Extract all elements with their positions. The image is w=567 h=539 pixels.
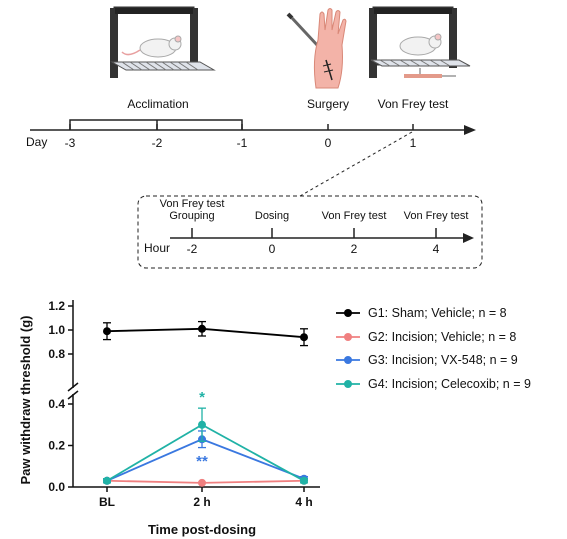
acclimation-bracket (69, 119, 243, 130)
y-tick-label: 0.4 (48, 397, 65, 411)
legend-label: G4: Incision; Celecoxib; n = 9 (368, 377, 531, 391)
x-tick-label: 2 h (193, 495, 210, 509)
hour-event-label: Von Frey test (404, 210, 469, 222)
y-axis-break-mark (67, 390, 79, 400)
x-tick-label: 4 h (295, 495, 312, 509)
day-tick-label: 1 (410, 136, 417, 150)
paw-incision-icon (286, 8, 347, 89)
data-point (103, 476, 111, 485)
day-ticks: -3 -2 -1 0 Surgery 1 Von Frey test (65, 97, 449, 150)
day-event-label: Von Frey test (378, 97, 449, 111)
day-tick-label: -1 (237, 136, 248, 150)
legend-label: G1: Sham; Vehicle; n = 8 (368, 306, 507, 320)
y-axis-title: Paw withdraw threshold (g) (18, 315, 33, 484)
y-tick-label: 1.0 (48, 323, 65, 337)
day-tick-label: -3 (65, 136, 76, 150)
axes: 0.0 0.2 0.4 0.8 1.0 1.2 BL 2 h 4 h (48, 299, 320, 509)
von-frey-cage-icon (369, 6, 471, 78)
y-tick-label: 0.8 (48, 347, 65, 361)
day-event-label: Surgery (307, 97, 349, 111)
day-tick-label: 0 (325, 136, 332, 150)
day-axis-label: Day (26, 135, 47, 149)
hour-axis-label: Hour (144, 241, 170, 255)
data-point (300, 333, 308, 342)
hour-tick-label: 0 (269, 242, 276, 256)
y-tick-label: 0.0 (48, 480, 65, 494)
y-axis-break-mark (67, 382, 79, 392)
chart: Paw withdraw threshold (g) Time post-dos… (18, 299, 531, 537)
y-tick-label: 1.2 (48, 299, 65, 313)
legend-marker (344, 380, 352, 388)
x-axis-title: Time post-dosing (148, 522, 256, 537)
hour-event-label: Dosing (255, 210, 289, 222)
data-point (198, 324, 206, 333)
hour-tick-label: -2 (187, 242, 198, 256)
hour-timeline-arrowhead (463, 233, 474, 243)
zoom-connector (299, 131, 413, 197)
hour-timeline-box (137, 195, 483, 269)
significance-marker: * (199, 389, 205, 406)
hour-event-label: Von Frey test (160, 198, 225, 210)
hour-event-label: Von Frey test (322, 210, 387, 222)
day-tick-label: -2 (152, 136, 163, 150)
data-point (198, 478, 206, 487)
significance-marker: ** (196, 453, 208, 470)
hour-tick-label: 2 (351, 242, 358, 256)
legend: G1: Sham; Vehicle; n = 8 G2: Incision; Ve… (336, 306, 531, 391)
mouse-cage-icon (110, 6, 216, 78)
acclimation-label: Acclimation (127, 97, 188, 111)
day-timeline-arrowhead (464, 125, 476, 135)
hour-event-label: Grouping (169, 210, 214, 222)
legend-marker (344, 309, 352, 317)
series-1 (103, 320, 308, 347)
x-tick-label: BL (99, 495, 115, 509)
data-point (103, 327, 111, 336)
legend-marker (344, 333, 352, 341)
data-point (300, 476, 308, 485)
legend-label: G3: Incision; VX-548; n = 9 (368, 353, 518, 367)
data-point (198, 420, 206, 429)
series-2 (103, 476, 308, 487)
legend-marker (344, 356, 352, 364)
hour-tick-label: 4 (433, 242, 440, 256)
series-layer: *** (103, 320, 308, 487)
y-tick-label: 0.2 (48, 439, 65, 453)
series-4 (103, 407, 308, 485)
legend-label: G2: Incision; Vehicle; n = 8 (368, 330, 516, 344)
